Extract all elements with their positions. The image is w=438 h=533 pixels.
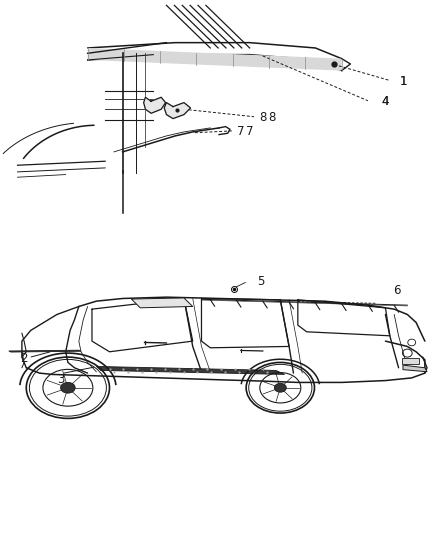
Text: 7: 7 — [237, 125, 245, 138]
Polygon shape — [403, 365, 427, 372]
Text: 4: 4 — [381, 95, 389, 108]
Polygon shape — [96, 367, 285, 374]
Text: 6: 6 — [392, 284, 400, 297]
FancyBboxPatch shape — [402, 358, 419, 364]
Text: 2: 2 — [20, 352, 28, 365]
Polygon shape — [131, 298, 193, 308]
Polygon shape — [164, 102, 191, 118]
Text: 1: 1 — [399, 75, 407, 88]
Text: 1: 1 — [399, 75, 407, 88]
Polygon shape — [144, 98, 166, 114]
Text: 3: 3 — [57, 373, 64, 386]
Ellipse shape — [60, 382, 75, 393]
Polygon shape — [9, 350, 81, 352]
Text: 4: 4 — [381, 95, 389, 108]
Text: 8: 8 — [268, 111, 275, 124]
Polygon shape — [88, 48, 342, 70]
Text: 5: 5 — [257, 274, 264, 288]
Text: 7: 7 — [246, 125, 254, 138]
Text: 8: 8 — [259, 111, 266, 124]
Ellipse shape — [274, 383, 286, 392]
